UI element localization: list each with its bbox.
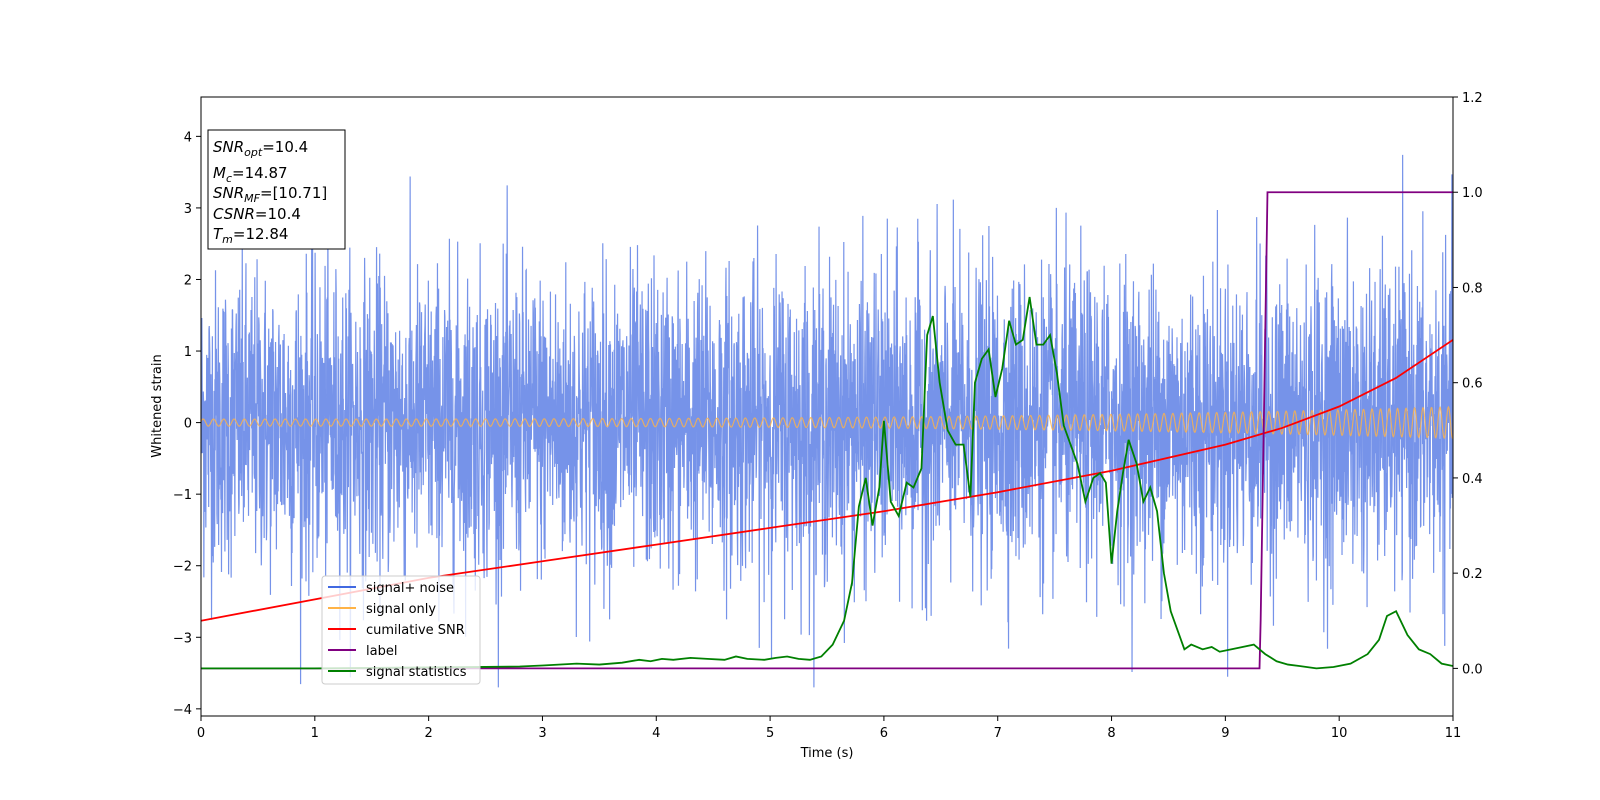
legend-label-signal-statistics: signal statistics [366,665,467,680]
label-line [201,191,1453,670]
info-mc: Mc=14.87 [213,164,288,185]
x-tick-label: 5 [766,726,774,741]
info-tm-value: 12.84 [245,225,288,243]
series-label [201,191,1453,670]
plot-frame [200,96,1454,717]
series-signal-only [201,405,1453,440]
legend-item-signal-statistics: signal statistics [328,665,467,680]
legend: signal+ noise signal only cumilative SNR… [321,575,481,685]
plot-area [201,154,1453,688]
info-snr-mf: SNRMF=[10.71] [213,184,327,205]
x-tick-label: 9 [1221,726,1229,741]
x-tick-label: 7 [994,726,1002,741]
info-mc-value: 14.87 [245,164,288,182]
signal-statistics-line [201,296,1453,670]
y-tick-label: 2 [184,273,192,288]
x-tick-label: 0 [197,726,205,741]
x-tick-label: 4 [652,726,660,741]
y-tick-label: 3 [184,202,192,217]
info-tm: Tm=12.84 [213,225,288,246]
y2-tick-label: 0.0 [1462,662,1483,677]
info-csnr: CSNR=10.4 [213,205,301,223]
y-axis-label: Whitened strain [150,354,165,457]
series-signal-statistics [201,296,1453,670]
x-tick-label: 10 [1331,726,1348,741]
legend-item-signal-noise: signal+ noise [328,581,454,596]
info-snr-opt: SNRopt=10.4 [213,138,308,159]
x-tick-label: 8 [1107,726,1115,741]
x-tick-label: 11 [1445,726,1462,741]
info-box-frame [207,129,346,250]
legend-label-signal-noise: signal+ noise [366,581,454,596]
legend-frame [321,575,481,685]
info-csnr-value: 10.4 [268,205,301,223]
info-snr-opt-value: 10.4 [275,138,308,156]
legend-label-cumulative-snr: cumilative SNR [366,623,465,638]
x-axis-label: Time (s) [800,746,854,761]
y-tick-label: −2 [173,560,192,575]
x-tick-label: 3 [538,726,546,741]
signal-only-line [201,405,1453,440]
y2-tick-label: 0.4 [1462,472,1483,487]
y-tick-label: 4 [184,130,192,145]
y-tick-label: 0 [184,417,192,432]
y-tick-label: −1 [173,488,192,503]
y2-tick-label: 1.2 [1462,91,1483,106]
x-tick-label: 6 [880,726,888,741]
y-axis-right: 0.0 0.2 0.4 0.6 0.8 1.0 1.2 [1453,91,1483,677]
series-cumulative-snr [201,339,1453,622]
y2-tick-label: 0.2 [1462,567,1483,582]
info-snr-mf-value: [10.71] [273,184,328,202]
x-axis: 0 1 2 3 4 5 6 7 8 9 10 11 [197,716,1461,741]
legend-item-signal-only: signal only [328,602,436,617]
x-tick-label: 1 [311,726,319,741]
info-box: SNRopt=10.4 Mc=14.87 SNRMF=[10.71] CSNR=… [207,129,346,250]
y-tick-label: 1 [184,345,192,360]
y-tick-label: −4 [173,703,192,718]
y-tick-label: −3 [173,631,192,646]
legend-item-label: label [328,644,397,659]
legend-label-signal-only: signal only [366,602,436,617]
legend-label-label: label [366,644,397,659]
x-tick-label: 2 [424,726,432,741]
y-axis-left: −4 −3 −2 −1 0 1 2 3 4 [173,130,201,718]
legend-item-cumulative-snr: cumilative SNR [328,623,465,638]
cumulative-snr-line [201,339,1453,622]
y2-tick-label: 1.0 [1462,186,1483,201]
y2-tick-label: 0.6 [1462,377,1483,392]
y2-tick-label: 0.8 [1462,281,1483,296]
